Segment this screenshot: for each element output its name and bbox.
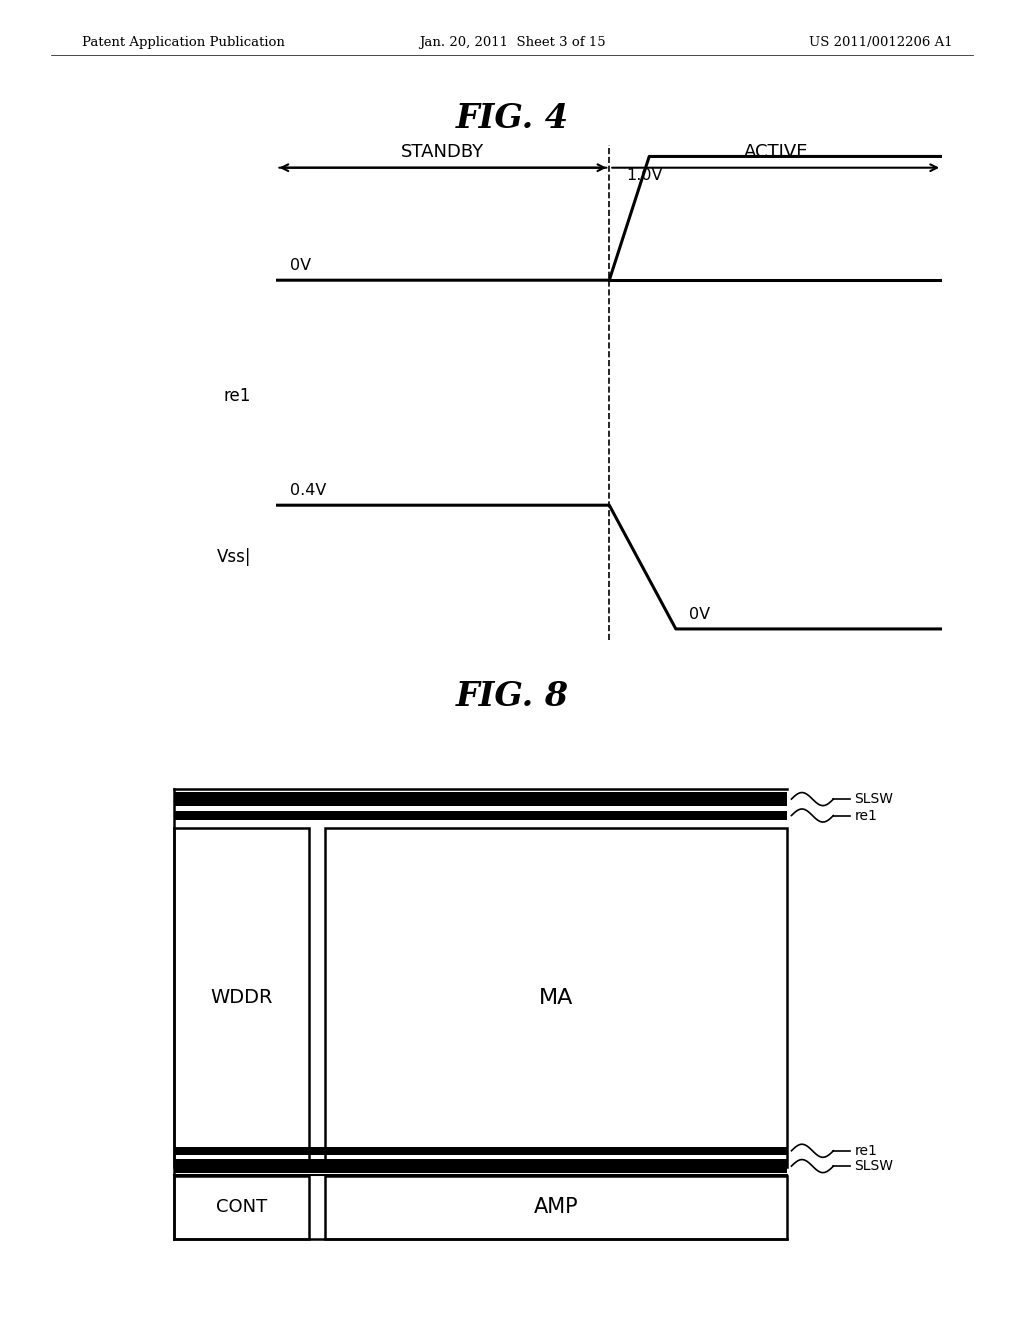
Text: FIG. 8: FIG. 8	[456, 681, 568, 713]
Text: 1.0V: 1.0V	[626, 168, 663, 182]
Text: re1: re1	[854, 1143, 878, 1158]
Text: FIG. 4: FIG. 4	[456, 103, 568, 135]
Text: WDDR: WDDR	[210, 989, 272, 1007]
Text: ACTIVE: ACTIVE	[743, 143, 808, 161]
Text: SLSW: SLSW	[854, 792, 893, 807]
Text: AMP: AMP	[535, 1197, 579, 1217]
Bar	[326, 1176, 787, 1238]
Bar	[174, 828, 308, 1167]
Text: 0V: 0V	[689, 607, 711, 622]
Bar	[174, 792, 787, 807]
Bar	[326, 828, 787, 1167]
Text: MA: MA	[540, 987, 573, 1007]
Text: 0V: 0V	[290, 259, 311, 273]
Bar	[174, 812, 787, 820]
Text: 0.4V: 0.4V	[290, 483, 327, 499]
Text: SLSW: SLSW	[854, 1159, 893, 1173]
Text: Patent Application Publication: Patent Application Publication	[82, 36, 285, 49]
Text: re1: re1	[854, 809, 878, 822]
Text: CONT: CONT	[216, 1199, 267, 1216]
Bar	[174, 1159, 787, 1173]
Bar	[174, 1176, 308, 1238]
Text: re1: re1	[223, 387, 251, 405]
Text: STANDBY: STANDBY	[401, 143, 484, 161]
Text: Jan. 20, 2011  Sheet 3 of 15: Jan. 20, 2011 Sheet 3 of 15	[419, 36, 605, 49]
Text: US 2011/0012206 A1: US 2011/0012206 A1	[809, 36, 952, 49]
Text: Vss|: Vss|	[216, 548, 251, 566]
Bar	[174, 1147, 787, 1155]
